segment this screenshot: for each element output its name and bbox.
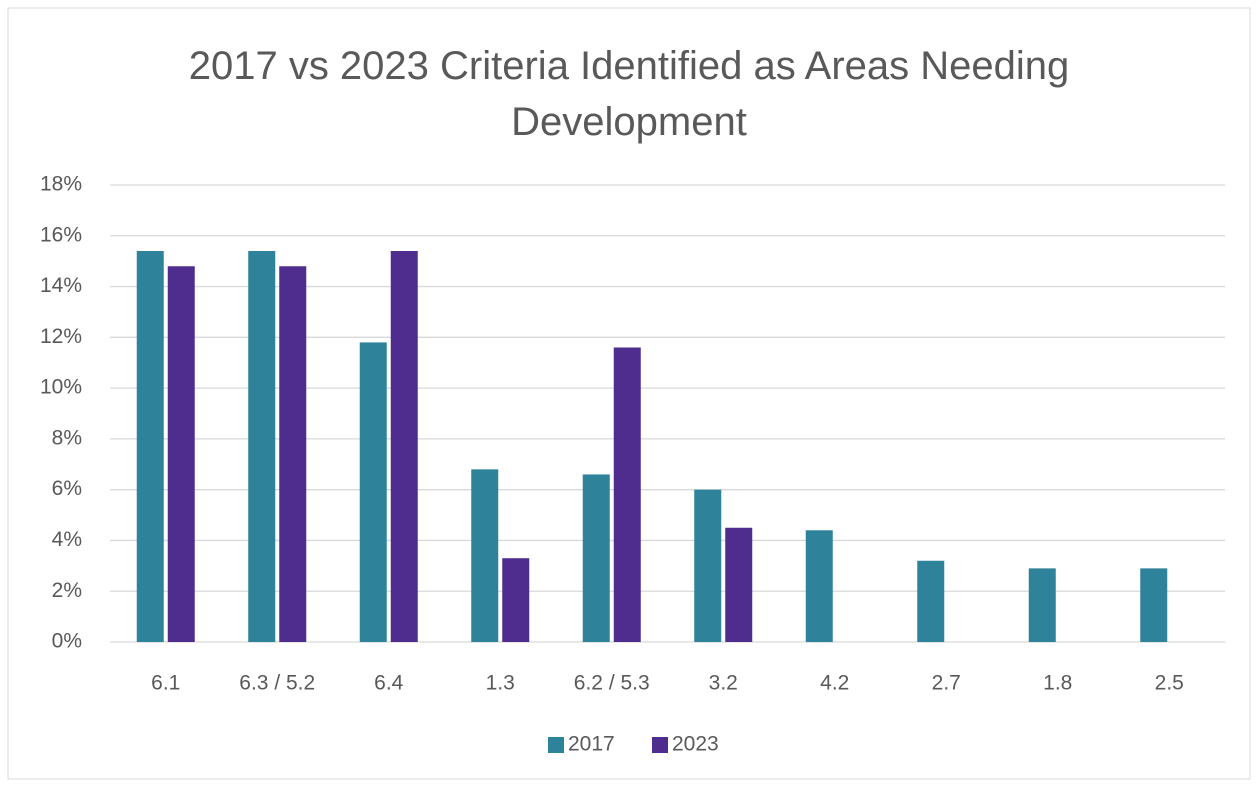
y-tick-label: 0%: [52, 630, 82, 653]
x-tick-label: 6.4: [374, 672, 404, 695]
y-tick-label: 4%: [52, 528, 82, 551]
x-tick-label: 6.1: [151, 672, 180, 695]
bar: [1140, 568, 1168, 642]
chart-title: 2017 vs 2023 Criteria Identified as Area…: [188, 44, 1070, 144]
bar: [725, 527, 753, 642]
x-tick-label: 6.3 / 5.2: [239, 672, 315, 695]
bar: [805, 530, 833, 642]
bar: [917, 560, 945, 642]
bar: [136, 251, 164, 642]
chart-frame: [7, 7, 1251, 780]
x-tick-label: 2.7: [932, 672, 961, 695]
bar: [279, 266, 307, 642]
bar: [167, 266, 195, 642]
y-tick-label: 10%: [40, 376, 82, 399]
legend-swatch: [548, 737, 564, 753]
y-tick-label: 6%: [52, 477, 82, 500]
bar: [390, 251, 418, 642]
x-tick-label: 4.2: [820, 672, 849, 695]
y-tick-label: 18%: [40, 173, 82, 196]
x-tick-label: 1.8: [1043, 672, 1072, 695]
bar: [694, 489, 722, 642]
bar: [248, 251, 276, 642]
bar: [471, 469, 499, 642]
x-tick-label: 3.2: [709, 672, 738, 695]
y-tick-label: 14%: [40, 274, 82, 297]
y-tick-label: 2%: [52, 579, 82, 602]
legend-label: 2023: [672, 733, 719, 756]
bar: [359, 342, 387, 642]
legend-swatch: [652, 737, 668, 753]
y-tick-label: 8%: [52, 426, 82, 449]
bar: [582, 474, 610, 642]
x-tick-label: 1.3: [486, 672, 515, 695]
x-tick-label: 2.5: [1155, 672, 1184, 695]
y-tick-label: 12%: [40, 325, 82, 348]
legend-label: 2017: [568, 733, 615, 756]
bar: [613, 347, 641, 642]
x-tick-label: 6.2 / 5.3: [574, 672, 650, 695]
y-tick-label: 16%: [40, 223, 82, 246]
bar: [502, 558, 530, 642]
bar: [1028, 568, 1056, 642]
